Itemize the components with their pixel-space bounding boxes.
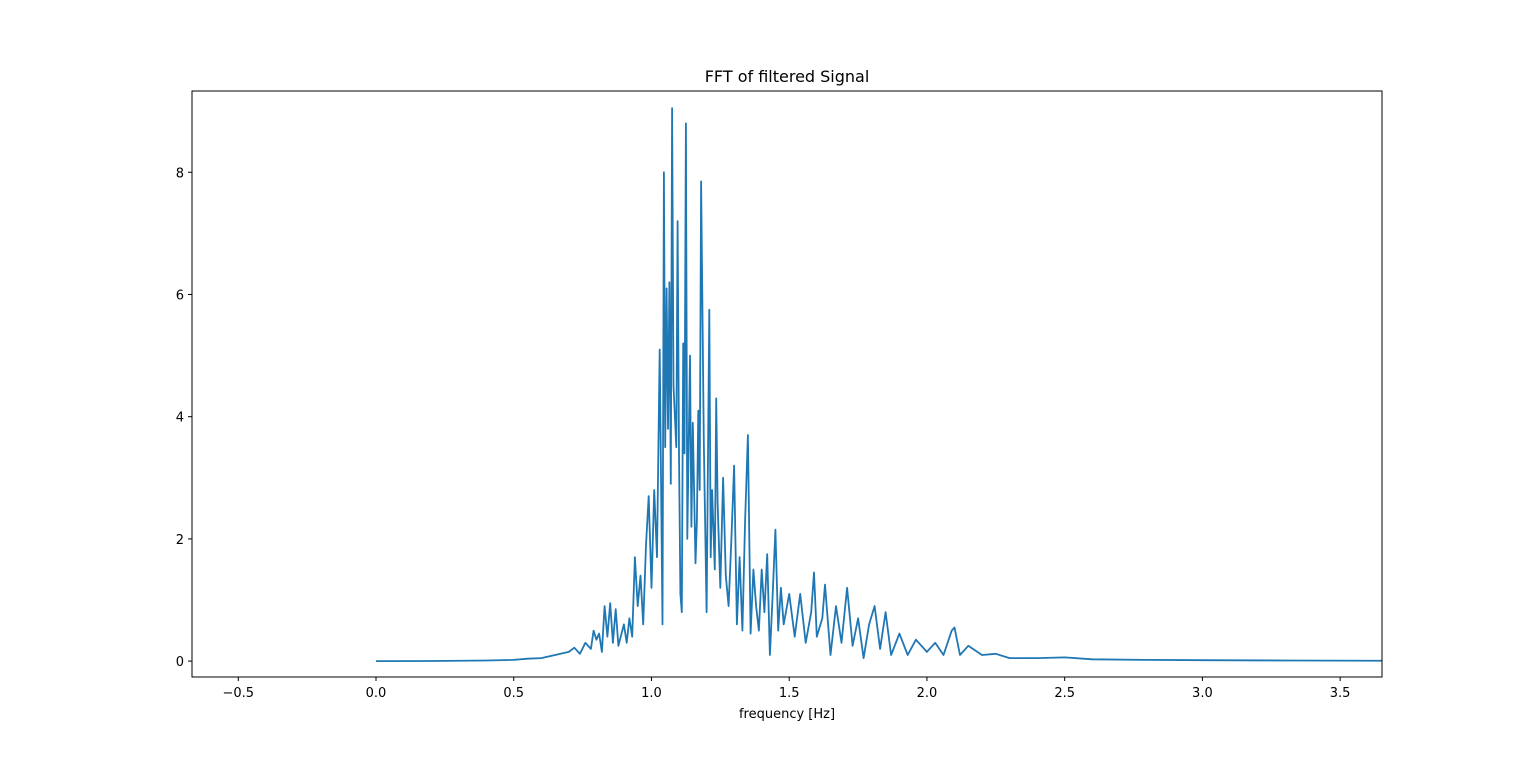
x-tick-label: 3.5: [1330, 686, 1351, 701]
y-tick-label: 0: [176, 655, 184, 670]
x-tick-label: 1.5: [779, 686, 800, 701]
y-tick-label: 8: [176, 166, 184, 181]
chart-title: FFT of filtered Signal: [705, 67, 870, 86]
x-tick-label: 2.0: [917, 686, 938, 701]
y-tick-label: 2: [176, 533, 184, 548]
x-tick-label: 0.0: [366, 686, 387, 701]
x-tick-label: −0.5: [222, 686, 254, 701]
y-tick-label: 6: [176, 288, 184, 303]
plot-frame: [191, 90, 1383, 678]
y-tick-label: 4: [176, 411, 184, 426]
x-axis-label: frequency [Hz]: [739, 707, 835, 722]
x-tick-label: 1.0: [641, 686, 662, 701]
x-tick-label: 0.5: [503, 686, 524, 701]
data-line: [375, 107, 1382, 662]
x-tick-label: 3.0: [1192, 686, 1213, 701]
x-tick-label: 2.5: [1054, 686, 1075, 701]
